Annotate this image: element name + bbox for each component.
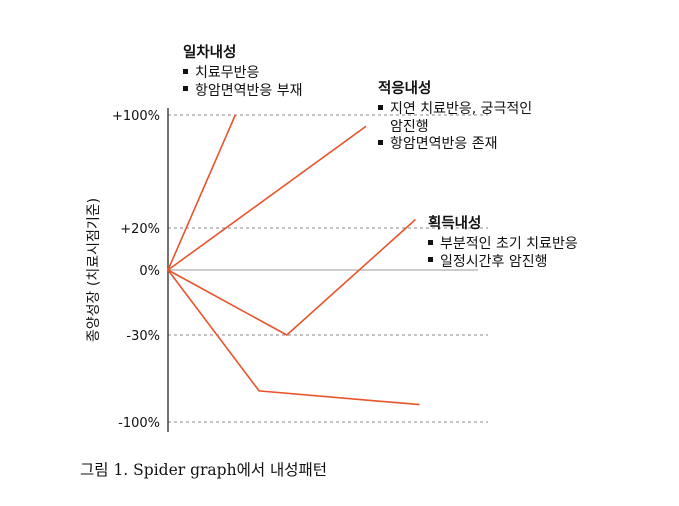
annotation-adaptive-resistance: 적응내성 지연 치료반응, 궁극적인 암진행 항암면역반응 존재 [378,80,532,154]
series-lines [167,114,420,406]
annotation-item: 일정시간후 암진행 [428,254,578,272]
y-tick-label: 0% [139,264,160,279]
y-tick-label: +100% [112,109,160,124]
annotation-title: 일차내성 [183,45,237,61]
gridlines [168,114,488,423]
bullet-icon [183,68,188,74]
annotation-item: 항암면역반응 존재 [378,136,532,154]
bullet-icon [378,139,383,145]
annotation-item: 항암면역반응 부재 [183,83,303,101]
bullet-icon [378,104,383,110]
annotation-primary-resistance: 일차내성 치료무반응 항암면역반응 부재 [183,44,303,100]
annotation-title: 적응내성 [378,81,432,97]
bullet-icon [428,239,433,245]
bullet-icon [183,86,188,92]
bullet-icon [428,257,433,263]
annotation-title: 획득내성 [428,216,482,232]
figure-caption: 그림 1. Spider graph에서 내성패턴 [80,461,328,479]
series-line [167,114,237,271]
annotation-item: 치료무반응 [183,65,303,83]
y-tick-label: -100% [118,416,160,431]
series-line [167,125,367,271]
series-line [167,269,420,406]
y-axis-label: 종양성장 (치료시점기준) [86,198,102,342]
y-tick-label: +20% [120,222,160,237]
y-tick-labels: +100% +20% 0% -30% -100% [112,109,160,431]
annotation-item: 부분적인 초기 치료반응 [428,236,578,254]
series-line [167,218,417,336]
annotation-item: 지연 치료반응, 궁극적인 암진행 [378,101,532,136]
annotation-item-continuation: 암진행 [390,118,429,135]
y-tick-label: -30% [126,329,160,344]
annotation-acquired-resistance: 획득내성 부분적인 초기 치료반응 일정시간후 암진행 [428,215,578,271]
